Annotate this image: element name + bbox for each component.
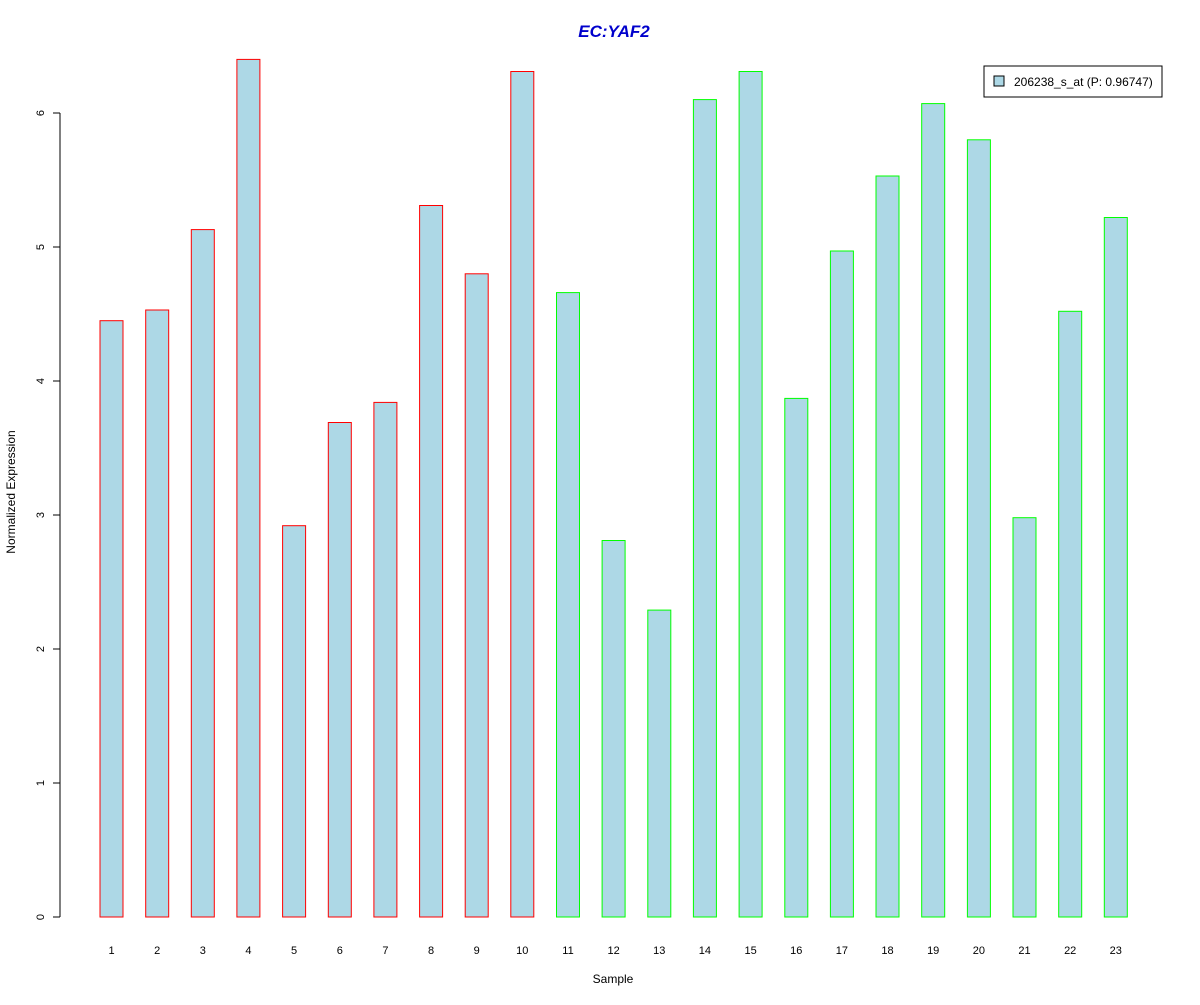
bar-sample-14 [692, 99, 717, 918]
y-tick-label: 6 [35, 110, 47, 116]
x-tick-label: 7 [382, 945, 388, 957]
bar-sample-1 [99, 320, 124, 918]
x-tick-label: 8 [428, 945, 434, 957]
bars-group [99, 58, 1128, 918]
legend-swatch [993, 75, 1005, 87]
x-tick-label: 15 [744, 945, 756, 957]
bar-sample-16 [784, 397, 809, 918]
bar-sample-9 [464, 273, 489, 918]
bar-sample-19 [921, 103, 946, 918]
y-tick-label: 4 [35, 378, 47, 384]
x-tick-label: 9 [474, 945, 480, 957]
bar-sample-13 [647, 609, 672, 918]
x-tick-label: 11 [562, 945, 573, 957]
y-tick-label: 3 [35, 512, 47, 518]
bar-sample-8 [419, 205, 444, 918]
x-tick-label: 20 [973, 945, 985, 957]
x-tick-label: 14 [699, 945, 711, 957]
bar-sample-21 [1012, 517, 1037, 918]
x-tick-label: 10 [516, 945, 528, 957]
x-tick-label: 22 [1064, 945, 1076, 957]
bar-sample-23 [1103, 217, 1128, 918]
bar-sample-6 [327, 422, 352, 918]
chart-title: EC:YAF2 [578, 22, 650, 41]
x-tick-label: 17 [836, 945, 848, 957]
x-tick-label: 18 [881, 945, 893, 957]
bar-sample-12 [601, 540, 626, 918]
bar-sample-18 [875, 175, 900, 918]
x-tick-label: 16 [790, 945, 802, 957]
x-tick-label: 19 [927, 945, 939, 957]
y-tick-label: 1 [35, 780, 47, 786]
y-tick-label: 5 [35, 244, 47, 250]
y-tick-label: 2 [35, 646, 47, 652]
x-tick-labels: 1 2 3 4 5 6 7 8 9 10 11 12 13 14 15 16 17 18 19 20 21 22 23 [108, 945, 1121, 957]
bar-sample-20 [966, 139, 991, 918]
x-tick-label: 4 [245, 945, 251, 957]
y-axis-label: Normalized Expression [4, 430, 18, 553]
bar-sample-5 [282, 525, 307, 918]
x-axis-label: Sample [593, 972, 634, 986]
y-axis: 0 1 2 3 4 5 6 [35, 110, 61, 920]
bar-sample-10 [510, 71, 535, 918]
bar-sample-7 [373, 401, 398, 918]
x-tick-label: 23 [1110, 945, 1122, 957]
bar-sample-2 [145, 309, 170, 918]
x-tick-label: 5 [291, 945, 297, 957]
x-tick-label: 21 [1018, 945, 1030, 957]
bar-sample-4 [236, 58, 261, 918]
x-tick-label: 1 [108, 945, 114, 957]
x-tick-label: 13 [653, 945, 665, 957]
y-tick-label: 0 [35, 914, 47, 920]
bar-sample-3 [190, 229, 215, 918]
x-tick-label: 12 [607, 945, 619, 957]
x-tick-label: 6 [337, 945, 343, 957]
bar-sample-17 [829, 250, 854, 918]
x-tick-label: 3 [200, 945, 206, 957]
bar-sample-22 [1058, 310, 1083, 918]
bar-sample-15 [738, 71, 763, 918]
x-tick-label: 2 [154, 945, 160, 957]
bar-sample-11 [556, 292, 580, 918]
legend-label: 206238_s_at (P: 0.96747) [1014, 75, 1153, 89]
legend-box [983, 65, 1163, 98]
legend: 206238_s_at (P: 0.96747) [983, 65, 1163, 98]
